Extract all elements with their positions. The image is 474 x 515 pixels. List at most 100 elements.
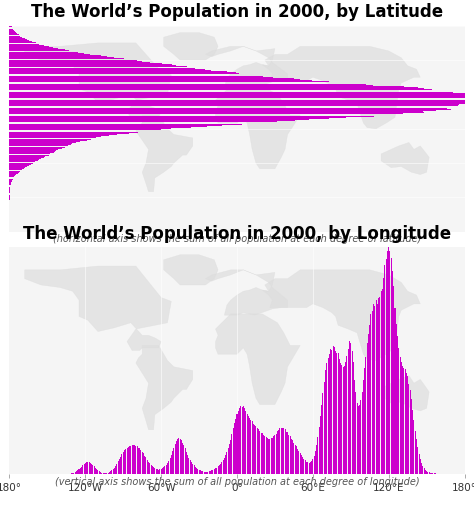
- Bar: [9, 91, 440, 92]
- Bar: [9, 163, 33, 164]
- Bar: [9, 145, 67, 146]
- Bar: [143, 453, 144, 474]
- Bar: [364, 368, 365, 474]
- Bar: [9, 111, 423, 112]
- Bar: [9, 42, 36, 43]
- Title: The World’s Population in 2000, by Latitude: The World’s Population in 2000, by Latit…: [31, 4, 443, 22]
- Bar: [318, 437, 319, 474]
- Bar: [189, 457, 190, 474]
- Bar: [255, 426, 256, 474]
- Bar: [264, 436, 265, 474]
- Bar: [9, 64, 172, 65]
- Bar: [415, 431, 416, 474]
- Bar: [127, 448, 128, 474]
- Bar: [109, 472, 110, 474]
- Bar: [94, 467, 95, 474]
- Bar: [9, 142, 76, 143]
- Bar: [9, 26, 12, 27]
- Bar: [9, 63, 162, 64]
- Bar: [9, 167, 25, 168]
- Bar: [396, 324, 397, 474]
- Bar: [9, 30, 14, 31]
- Bar: [335, 351, 336, 474]
- Bar: [76, 471, 77, 474]
- Bar: [312, 459, 313, 474]
- Polygon shape: [164, 32, 218, 60]
- Bar: [155, 469, 156, 474]
- Bar: [340, 363, 341, 474]
- Bar: [128, 447, 129, 474]
- Bar: [378, 298, 379, 474]
- Bar: [9, 154, 49, 156]
- Bar: [309, 462, 310, 474]
- Bar: [310, 462, 311, 474]
- Bar: [108, 473, 109, 474]
- Bar: [171, 455, 172, 474]
- Bar: [9, 132, 138, 133]
- Bar: [283, 428, 284, 474]
- Bar: [161, 469, 162, 474]
- Bar: [104, 473, 105, 474]
- Bar: [9, 158, 42, 159]
- Bar: [9, 49, 65, 50]
- Bar: [9, 86, 404, 87]
- Bar: [326, 363, 327, 474]
- Bar: [9, 92, 453, 93]
- Polygon shape: [381, 375, 429, 411]
- Text: (horizontal axis shows the sum of all population at each degree of latitude): (horizontal axis shows the sum of all po…: [53, 234, 421, 245]
- Bar: [9, 82, 348, 83]
- Bar: [401, 362, 402, 474]
- Bar: [305, 460, 306, 474]
- Bar: [77, 471, 78, 474]
- Bar: [9, 104, 459, 105]
- Bar: [202, 471, 203, 474]
- Bar: [172, 451, 173, 474]
- Bar: [9, 152, 54, 153]
- Bar: [284, 430, 285, 474]
- Bar: [348, 349, 349, 474]
- Bar: [92, 465, 93, 474]
- Bar: [252, 421, 253, 474]
- Bar: [134, 445, 135, 474]
- Bar: [9, 123, 258, 124]
- Text: (vertical axis shows the sum of all population at each degree of longitude): (vertical axis shows the sum of all popu…: [55, 476, 419, 487]
- Bar: [407, 376, 408, 474]
- Bar: [325, 370, 326, 474]
- Bar: [296, 447, 297, 474]
- Polygon shape: [216, 87, 300, 169]
- Bar: [316, 445, 317, 474]
- Polygon shape: [262, 270, 420, 360]
- Bar: [221, 462, 222, 474]
- Bar: [333, 347, 334, 474]
- Bar: [224, 457, 225, 474]
- Bar: [120, 457, 121, 474]
- Bar: [153, 467, 154, 474]
- Bar: [82, 465, 83, 474]
- Bar: [352, 351, 353, 474]
- Bar: [9, 129, 161, 130]
- Bar: [9, 186, 10, 187]
- Bar: [394, 308, 395, 474]
- Bar: [210, 471, 211, 474]
- Bar: [388, 247, 389, 474]
- Bar: [162, 468, 163, 474]
- Bar: [144, 455, 145, 474]
- Bar: [369, 325, 370, 474]
- Bar: [372, 311, 373, 474]
- Bar: [291, 439, 292, 474]
- Bar: [301, 455, 302, 474]
- Bar: [9, 113, 403, 114]
- Bar: [9, 160, 38, 161]
- Bar: [9, 32, 16, 33]
- Bar: [225, 455, 226, 474]
- Polygon shape: [136, 346, 193, 430]
- Bar: [431, 473, 432, 474]
- Bar: [274, 435, 275, 474]
- Bar: [140, 450, 141, 474]
- Bar: [334, 347, 335, 474]
- Bar: [9, 53, 84, 54]
- Bar: [243, 406, 244, 474]
- Bar: [9, 102, 465, 103]
- Bar: [400, 357, 401, 474]
- Bar: [100, 472, 101, 474]
